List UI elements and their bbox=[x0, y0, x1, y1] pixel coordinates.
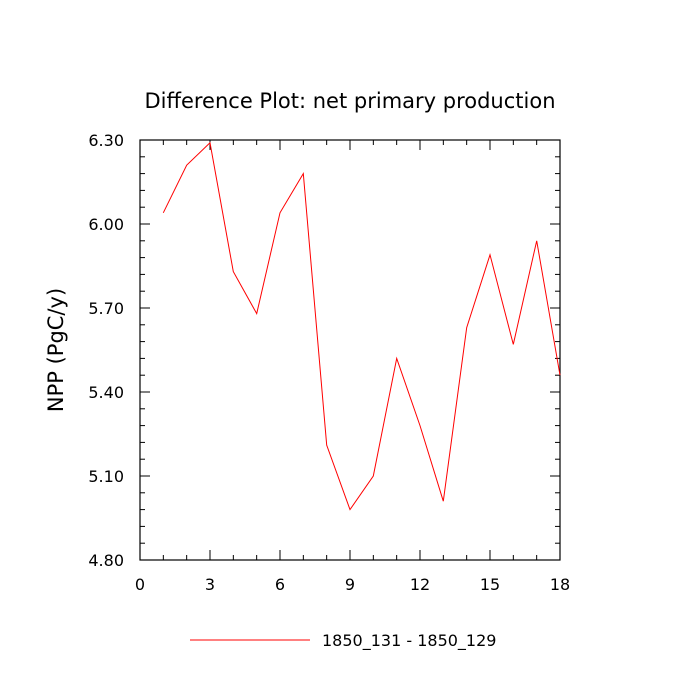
axis-ticks bbox=[139, 139, 561, 561]
x-tick-label: 3 bbox=[205, 575, 215, 594]
legend-label: 1850_131 - 1850_129 bbox=[322, 631, 496, 651]
x-tick-label: 18 bbox=[550, 575, 570, 594]
y-tick-label: 4.80 bbox=[88, 551, 124, 570]
y-tick-label: 5.40 bbox=[88, 383, 124, 402]
y-tick-label: 6.00 bbox=[88, 215, 124, 234]
legend: 1850_131 - 1850_129 bbox=[190, 631, 496, 651]
x-tick-label: 6 bbox=[275, 575, 285, 594]
y-tick-label: 6.30 bbox=[88, 131, 124, 150]
plot-frame bbox=[139, 139, 561, 561]
series-layer bbox=[162, 141, 561, 511]
series-line bbox=[162, 141, 561, 511]
x-tick-label: 9 bbox=[345, 575, 355, 594]
x-tick-label: 15 bbox=[480, 575, 500, 594]
x-tick-label: 0 bbox=[135, 575, 145, 594]
tick-labels: 0 3 6 9 12 15 18 4.80 5.10 5.40 5.70 6.00 6.30 bbox=[88, 131, 570, 594]
y-tick-label: 5.10 bbox=[88, 467, 124, 486]
chart-title: Difference Plot: net primary production bbox=[144, 89, 555, 113]
y-axis-label: NPP (PgC/y) bbox=[44, 288, 68, 412]
x-tick-label: 12 bbox=[410, 575, 430, 594]
y-tick-label: 5.70 bbox=[88, 299, 124, 318]
